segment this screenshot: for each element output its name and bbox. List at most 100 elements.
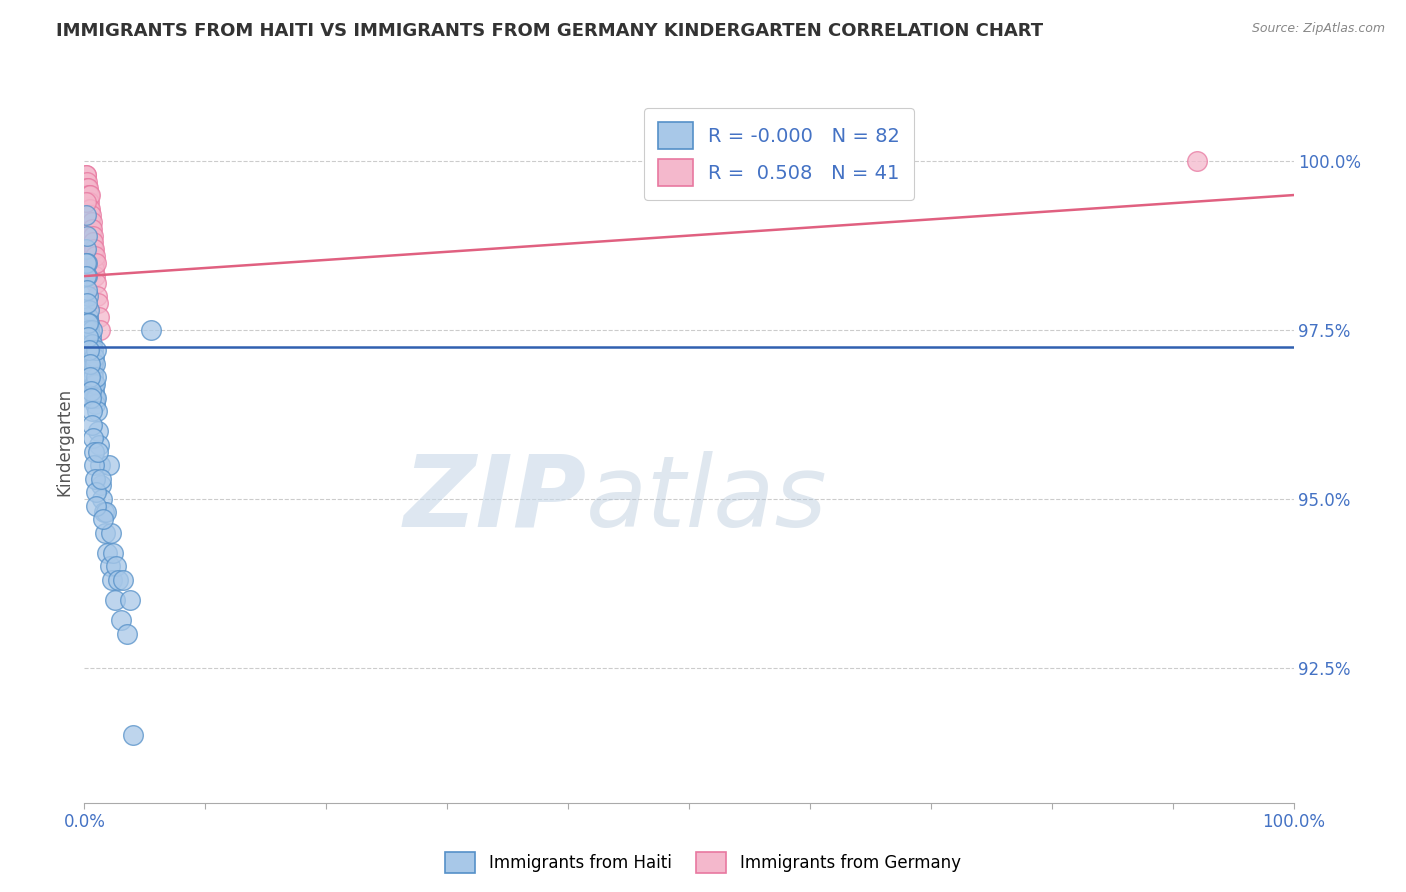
Point [75, 194, 97, 209]
Point [82, 357, 104, 371]
Point [120, 593, 142, 607]
Legend: R = -0.000   N = 82, R =  0.508   N = 41: R = -0.000 N = 82, R = 0.508 N = 41 [644, 108, 914, 200]
Point [76, 228, 98, 243]
Point [76, 188, 98, 202]
Point [77, 330, 100, 344]
Point [84, 499, 107, 513]
Point [82, 228, 104, 243]
Point [115, 627, 138, 641]
Point [77, 181, 100, 195]
Point [79, 343, 101, 358]
Point [76, 317, 98, 331]
Point [79, 336, 101, 351]
Point [82, 249, 104, 263]
Point [112, 573, 135, 587]
Point [76, 188, 98, 202]
Point [86, 425, 108, 439]
Point [139, 323, 162, 337]
Point [90, 472, 112, 486]
Point [93, 505, 115, 519]
Point [79, 215, 101, 229]
Point [84, 485, 107, 500]
Point [75, 242, 97, 256]
Point [86, 296, 108, 310]
Point [83, 262, 105, 277]
Point [80, 228, 103, 243]
Point [94, 505, 117, 519]
Point [79, 202, 101, 216]
Point [84, 397, 107, 411]
Point [82, 343, 104, 358]
Text: Source: ZipAtlas.com: Source: ZipAtlas.com [1251, 22, 1385, 36]
Point [86, 276, 108, 290]
Point [80, 215, 103, 229]
Text: atlas: atlas [586, 450, 828, 548]
Point [76, 194, 98, 209]
Point [82, 222, 104, 236]
Point [76, 317, 98, 331]
Point [77, 310, 100, 324]
Point [96, 546, 118, 560]
Point [87, 438, 110, 452]
Point [83, 255, 105, 269]
Point [83, 377, 105, 392]
Point [80, 384, 103, 398]
Point [82, 364, 104, 378]
Point [84, 370, 107, 384]
Point [77, 317, 100, 331]
Point [104, 593, 127, 607]
Point [104, 559, 127, 574]
Point [77, 208, 100, 222]
Point [82, 431, 104, 445]
Point [107, 573, 129, 587]
Text: IMMIGRANTS FROM HAITI VS IMMIGRANTS FROM GERMANY KINDERGARTEN CORRELATION CHART: IMMIGRANTS FROM HAITI VS IMMIGRANTS FROM… [56, 22, 1043, 40]
Point [90, 478, 112, 492]
Point [89, 323, 111, 337]
Point [101, 573, 124, 587]
Point [80, 404, 103, 418]
Point [79, 370, 101, 384]
Point [75, 168, 97, 182]
Point [91, 491, 114, 506]
Point [83, 384, 105, 398]
Point [75, 208, 97, 222]
Point [84, 357, 107, 371]
Point [77, 202, 100, 216]
Point [77, 188, 100, 202]
Point [97, 458, 120, 472]
Point [76, 181, 98, 195]
Point [86, 404, 108, 418]
Point [80, 208, 103, 222]
Point [77, 302, 100, 317]
Point [80, 336, 103, 351]
Point [100, 525, 122, 540]
Point [77, 343, 100, 358]
Point [76, 269, 98, 284]
Point [84, 269, 107, 284]
Point [75, 181, 97, 195]
Point [82, 235, 104, 250]
Point [82, 242, 104, 256]
Point [89, 458, 111, 472]
Point [77, 323, 100, 337]
Point [75, 269, 97, 284]
Point [79, 202, 101, 216]
Point [91, 512, 114, 526]
Point [1185, 154, 1208, 169]
Point [80, 350, 103, 364]
Text: ZIP: ZIP [404, 450, 586, 548]
Point [76, 255, 98, 269]
Point [83, 458, 105, 472]
Point [83, 249, 105, 263]
Point [110, 614, 132, 628]
Point [75, 168, 97, 182]
Point [94, 525, 117, 540]
Point [98, 559, 121, 574]
Point [77, 194, 100, 209]
Point [79, 357, 101, 371]
Point [82, 417, 104, 432]
Point [103, 546, 125, 560]
Point [80, 391, 103, 405]
Point [76, 289, 98, 303]
Point [76, 175, 98, 189]
